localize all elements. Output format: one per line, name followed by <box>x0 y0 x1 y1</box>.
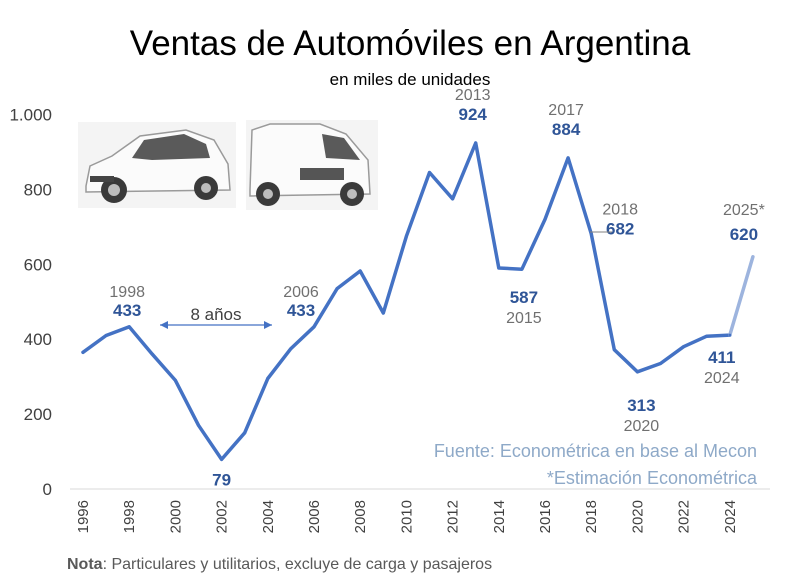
gap-label: 8 años <box>190 305 241 324</box>
data-point <box>289 347 293 351</box>
data-point <box>150 352 154 356</box>
annotation-year-2024: 2024 <box>704 370 740 387</box>
annotation-value-2002: 79 <box>212 470 231 489</box>
annotation-value-1998: 433 <box>113 301 141 320</box>
annotations: 1998433792006433201392420155872017884201… <box>109 87 764 489</box>
estimate-point <box>751 255 755 259</box>
annotation-year-2013: 2013 <box>455 87 491 104</box>
data-point <box>312 325 316 329</box>
annotation-value-2018: 682 <box>606 220 634 239</box>
x-tick-label: 2010 <box>398 500 415 533</box>
data-point <box>428 171 431 175</box>
data-point <box>335 287 339 291</box>
annotation-value-2020: 313 <box>627 396 655 415</box>
x-tick-label: 2014 <box>491 500 508 533</box>
data-point <box>705 334 709 338</box>
data-point <box>728 333 732 337</box>
y-tick-label: 1.000 <box>9 106 52 125</box>
y-tick-label: 200 <box>24 405 52 424</box>
data-point <box>566 156 570 160</box>
annotation-value-2024: 411 <box>708 348 735 367</box>
data-point <box>358 269 362 273</box>
x-tick-label: 2024 <box>722 500 739 533</box>
y-tick-label: 0 <box>43 480 52 499</box>
data-point <box>451 197 455 201</box>
data-point <box>173 378 177 382</box>
x-tick-label: 2018 <box>583 500 600 533</box>
x-tick-label: 2006 <box>306 500 323 533</box>
annotation-value-2017: 884 <box>552 120 581 139</box>
annotation-year-2017: 2017 <box>548 102 584 119</box>
y-tick-label: 800 <box>24 180 52 199</box>
data-point <box>497 266 501 270</box>
data-point <box>381 311 385 315</box>
data-point <box>543 217 547 221</box>
annotation-year-2018: 2018 <box>602 202 638 219</box>
annotation-year-2025: 2025* <box>723 202 765 219</box>
data-point <box>243 431 247 435</box>
gap-annotation: 8 años <box>160 305 272 329</box>
data-point <box>612 348 616 352</box>
data-point <box>659 362 662 366</box>
x-tick-label: 1998 <box>121 500 138 533</box>
x-tick-label: 2020 <box>629 500 646 533</box>
estimate-line <box>728 255 755 337</box>
source-label: Fuente: Econométrica en base al Mecon <box>434 441 757 461</box>
data-point <box>404 234 408 238</box>
data-points <box>81 141 755 461</box>
y-tick-label: 600 <box>24 255 52 274</box>
footnote: Nota: Particulares y utilitarios, excluy… <box>67 556 492 573</box>
gap-arrow-right-head <box>264 321 272 329</box>
chart-subtitle: en miles de unidades <box>330 70 491 89</box>
x-axis: 1996 1998 2000 2002 2004 2006 2008 2010 2012 2014… <box>70 488 770 533</box>
annotation-year-2015: 2015 <box>506 310 542 327</box>
footnote-bold: Nota <box>67 556 103 573</box>
annotation-year-1998: 1998 <box>109 284 145 301</box>
x-tick-label: 1996 <box>75 500 92 533</box>
annotation-value-2025: 620 <box>730 225 758 244</box>
data-point <box>220 457 224 461</box>
hatchback-car-icon <box>78 122 236 208</box>
annotation-value-2013: 924 <box>459 105 488 124</box>
x-tick-label: 2004 <box>260 500 277 533</box>
utility-van-icon <box>246 120 378 210</box>
x-tick-label: 2022 <box>676 500 693 533</box>
x-tick-label: 2000 <box>167 500 184 533</box>
chart-title: Ventas de Automóviles en Argentina <box>130 24 691 63</box>
data-point <box>635 370 639 374</box>
y-tick-label: 400 <box>24 330 52 349</box>
data-point <box>266 377 270 381</box>
data-point <box>127 325 131 329</box>
annotation-year-2020: 2020 <box>624 418 660 435</box>
footnote-text: : Particulares y utilitarios, excluye de… <box>103 556 493 573</box>
data-point <box>682 345 686 349</box>
data-point <box>589 232 593 236</box>
y-axis: 0 200 400 600 800 1.000 <box>9 106 52 500</box>
data-point <box>104 333 108 337</box>
x-tick-label: 2008 <box>352 500 369 533</box>
annotation-value-2015: 587 <box>510 288 538 307</box>
data-point <box>520 267 524 271</box>
x-tick-label: 2012 <box>445 500 462 533</box>
annotation-year-2006: 2006 <box>283 284 319 301</box>
x-tick-label: 2016 <box>537 500 554 533</box>
annotation-value-2006: 433 <box>287 301 315 320</box>
data-point <box>474 141 478 145</box>
gap-arrow-left-head <box>160 321 168 329</box>
x-tick-label: 2002 <box>214 500 231 533</box>
data-point <box>197 423 200 427</box>
data-point <box>81 350 85 354</box>
estimate-note: *Estimación Econométrica <box>547 468 758 488</box>
